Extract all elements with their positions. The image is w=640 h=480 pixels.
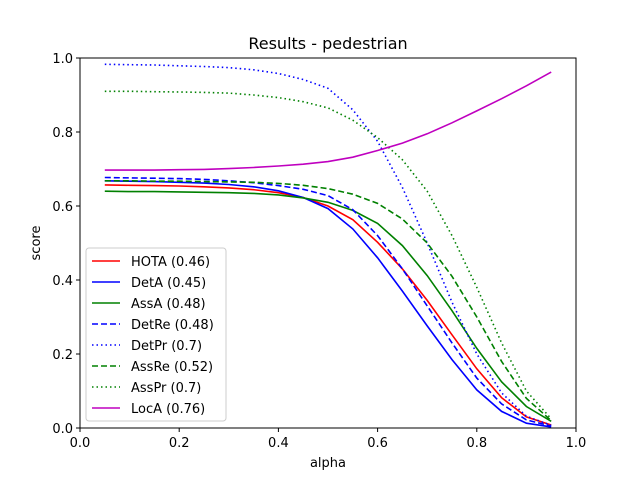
legend-label-0: HOTA (0.46) <box>131 255 210 270</box>
y-tick-label: 0.8 <box>52 126 73 141</box>
series-line-3 <box>104 176 552 427</box>
plot-frame <box>79 57 577 429</box>
x-tick-label: 0.6 <box>367 436 388 451</box>
series-line-0 <box>104 184 552 426</box>
legend-box <box>85 247 227 422</box>
x-tick-label: 0.2 <box>169 436 190 451</box>
series-line-2 <box>104 190 552 422</box>
y-tick-label: 0.0 <box>52 422 73 437</box>
series-line-5 <box>104 180 552 422</box>
x-axis-label: alpha <box>310 456 346 471</box>
legend-label-5: AssRe (0.52) <box>131 360 213 375</box>
x-tick-label: 0.4 <box>268 436 289 451</box>
legend-label-6: AssPr (0.7) <box>131 381 201 396</box>
series-line-4 <box>104 63 552 427</box>
y-tick-label: 0.2 <box>52 348 73 363</box>
x-tick-label: 0.8 <box>466 436 487 451</box>
legend-label-2: AssA (0.48) <box>131 297 206 312</box>
y-axis-label: score <box>29 226 44 261</box>
legend-label-4: DetPr (0.7) <box>131 339 202 354</box>
legend: HOTA (0.46) DetA (0.45) AssA (0.48) DetRe (… <box>85 247 227 422</box>
series-lines <box>104 63 552 428</box>
series-line-1 <box>104 180 552 428</box>
legend-label-7: LocA (0.76) <box>131 402 205 417</box>
y-axis: 0.0 0.2 0.4 0.6 0.8 1.0 <box>52 52 80 437</box>
y-tick-label: 0.4 <box>52 274 73 289</box>
x-tick-label: 1.0 <box>566 436 587 451</box>
legend-label-1: DetA (0.45) <box>131 276 206 291</box>
chart-title: Results - pedestrian <box>248 34 407 53</box>
x-axis: 0.0 0.2 0.4 0.6 0.8 1.0 <box>70 428 587 451</box>
y-tick-label: 1.0 <box>52 52 73 67</box>
series-line-6 <box>104 90 552 420</box>
x-tick-label: 0.0 <box>70 436 91 451</box>
y-tick-label: 0.6 <box>52 200 73 215</box>
legend-label-3: DetRe (0.48) <box>131 318 214 333</box>
series-line-7 <box>104 71 552 171</box>
